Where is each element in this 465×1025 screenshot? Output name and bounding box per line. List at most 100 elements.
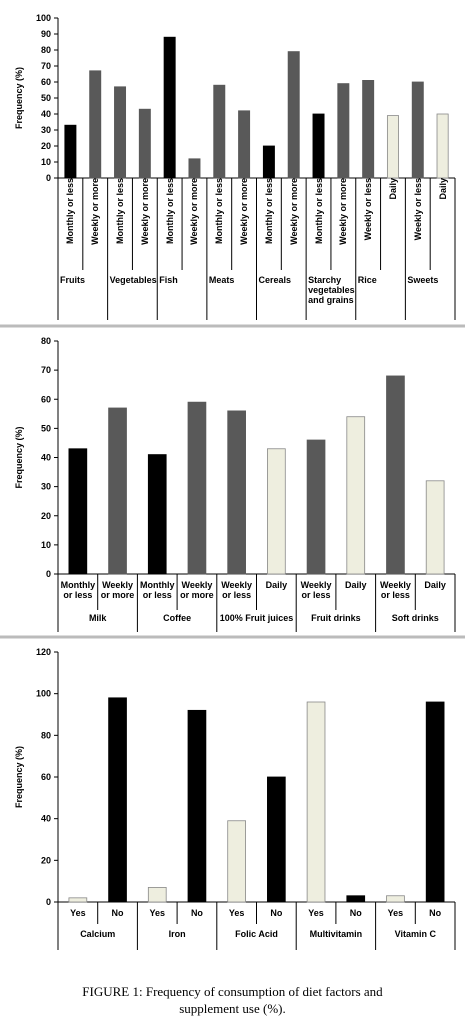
y-tick-label: 10 <box>41 157 51 167</box>
x-tick-label: Weekly or more <box>288 178 299 245</box>
x-tick-label: Weekly or more <box>189 178 200 245</box>
y-tick-label: 20 <box>41 511 51 521</box>
bar <box>411 81 424 179</box>
bar <box>262 145 275 179</box>
x-tick-label: Weekly or less <box>380 580 411 600</box>
y-tick-label: 80 <box>41 730 51 740</box>
group-label: Meats <box>208 275 235 285</box>
group-label: Multivitamin <box>309 929 363 939</box>
x-tick-label: Weekly or more <box>90 178 101 245</box>
x-tick-label: Daily <box>265 580 288 590</box>
x-tick-label: Weekly or more <box>180 580 214 600</box>
bar <box>267 776 286 903</box>
group-label: Iron <box>168 929 186 939</box>
x-tick-label: Yes <box>70 908 86 918</box>
y-tick-label: 80 <box>41 336 51 346</box>
caption: FIGURE 1: Frequency of consumption of di… <box>82 984 383 1016</box>
group-label: Calcium <box>80 929 116 939</box>
x-tick-label: Monthly or less <box>60 580 96 600</box>
y-tick-label: 60 <box>41 772 51 782</box>
x-tick-label: Yes <box>387 908 404 918</box>
bar <box>114 86 127 179</box>
x-tick-label: Monthly or less <box>313 178 324 245</box>
y-tick-label: 40 <box>41 814 51 824</box>
x-tick-label: Yes <box>308 908 324 918</box>
group-label: Rice <box>357 275 377 285</box>
y-axis-title: Frequency (%) <box>14 746 24 808</box>
x-tick-label: Monthly or less <box>214 178 225 245</box>
x-tick-label: No <box>349 908 362 918</box>
x-tick-label: Daily <box>344 580 367 590</box>
bar <box>227 410 246 575</box>
x-tick-label: Weekly or more <box>338 178 349 245</box>
y-tick-label: 60 <box>41 77 51 87</box>
bar <box>346 416 366 575</box>
bar <box>64 124 77 179</box>
group-label: Cereals <box>258 275 292 285</box>
y-tick-label: 10 <box>41 540 51 550</box>
x-tick-label: Daily <box>424 580 446 590</box>
bar <box>287 51 300 179</box>
y-tick-label: 50 <box>41 93 51 103</box>
y-tick-label: 50 <box>41 423 51 433</box>
y-tick-label: 0 <box>46 173 51 183</box>
x-tick-label: No <box>270 908 283 918</box>
y-axis-title: Frequency (%) <box>14 426 24 488</box>
x-tick-label: Weekly or less <box>300 580 332 600</box>
bar <box>163 36 176 179</box>
bar <box>68 897 88 903</box>
x-tick-label: Weekly or less <box>363 178 374 241</box>
x-tick-label: Monthly or less <box>115 178 126 245</box>
bar <box>386 375 405 575</box>
x-tick-label: Monthly or less <box>139 580 175 600</box>
group-label: Fruits <box>60 275 86 285</box>
bar <box>89 70 102 179</box>
x-tick-label: Monthly or less <box>164 178 175 245</box>
y-tick-label: 20 <box>41 855 51 865</box>
bar <box>227 820 246 903</box>
bar <box>138 108 151 179</box>
x-tick-label: Yes <box>228 908 245 918</box>
group-label: Fruit drinks <box>311 613 361 623</box>
group-label: Coffee <box>163 613 192 623</box>
x-tick-label: Daily <box>437 178 448 200</box>
x-tick-label: No <box>111 908 124 918</box>
y-tick-label: 70 <box>41 365 51 375</box>
y-tick-label: 60 <box>41 394 51 404</box>
bar <box>312 113 325 179</box>
x-tick-label: Monthly or less <box>65 178 76 245</box>
bar <box>306 439 326 575</box>
bar <box>187 401 207 575</box>
bar <box>425 480 445 575</box>
x-tick-label: Weekly or less <box>221 580 253 600</box>
group-label: Starchy vegetables and grains <box>308 275 355 305</box>
group-label: Sweets <box>407 275 439 285</box>
bar <box>147 887 167 903</box>
y-tick-label: 40 <box>41 109 51 119</box>
bar <box>187 709 207 903</box>
bar <box>213 84 226 179</box>
y-tick-label: 0 <box>46 569 51 579</box>
bar <box>362 80 375 179</box>
group-label: Vegetables <box>109 275 157 285</box>
bar <box>337 83 350 179</box>
bar <box>68 448 88 575</box>
y-tick-label: 100 <box>36 13 51 23</box>
x-tick-label: Yes <box>149 908 165 918</box>
y-tick-label: 0 <box>46 897 51 907</box>
x-tick-label: Weekly or less <box>412 178 423 241</box>
x-tick-label: Monthly or less <box>263 178 274 245</box>
group-label: Soft drinks <box>391 613 439 623</box>
y-tick-label: 80 <box>41 45 51 55</box>
x-tick-label: No <box>190 908 203 918</box>
group-label: Fish <box>159 275 178 285</box>
y-tick-label: 30 <box>41 482 51 492</box>
bar <box>346 895 366 903</box>
x-tick-label: No <box>429 908 442 918</box>
x-tick-label: Daily <box>387 178 398 200</box>
x-tick-label: Weekly or more <box>139 178 150 245</box>
y-tick-label: 20 <box>41 141 51 151</box>
y-tick-label: 90 <box>41 29 51 39</box>
